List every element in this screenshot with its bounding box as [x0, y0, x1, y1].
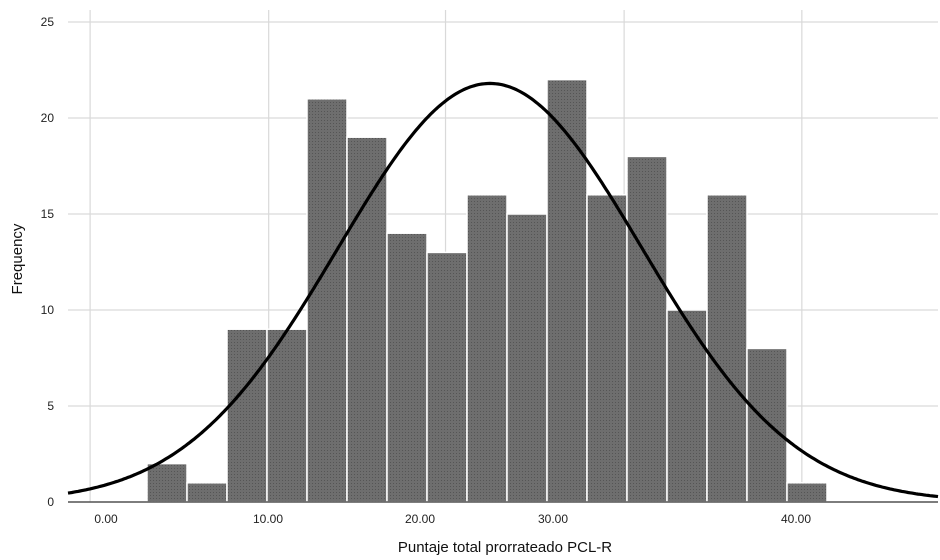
- histogram-bar: [506, 213, 548, 503]
- y-tick-label: 10: [41, 303, 55, 317]
- y-tick-label: 20: [41, 111, 55, 125]
- x-tick-label: 10.00: [253, 512, 283, 526]
- histogram-bar: [226, 328, 268, 503]
- histogram-bar: [626, 155, 668, 503]
- normal-curve-layer: [67, 81, 939, 499]
- y-tick-label: 0: [47, 495, 54, 509]
- normal-distribution-curve: [67, 81, 939, 499]
- histogram-bar: [386, 232, 428, 503]
- y-axis-title: Frequency: [9, 223, 26, 294]
- histogram-bar: [306, 98, 348, 503]
- y-tick-label: 5: [47, 399, 54, 413]
- histogram-bar: [586, 194, 628, 503]
- histogram-bar: [146, 462, 188, 503]
- x-tick-label: 0.00: [94, 512, 118, 526]
- y-tick-label: 15: [41, 207, 55, 221]
- histogram-bar: [186, 482, 228, 503]
- histogram-bar: [466, 194, 508, 503]
- histogram-bar: [786, 482, 828, 503]
- x-tick-label: 20.00: [405, 512, 435, 526]
- x-axis-title: Puntaje total prorrateado PCL-R: [398, 539, 612, 556]
- histogram-bar: [426, 251, 468, 503]
- histogram-bar: [746, 347, 788, 503]
- tick-labels: 0 5 10 15 20 25 0.00 10.00 20.00 30.00 40.00: [41, 15, 812, 526]
- histogram-bar: [546, 78, 588, 503]
- y-tick-label: 25: [41, 15, 55, 29]
- histogram-bar: [666, 309, 708, 503]
- x-tick-label: 30.00: [538, 512, 568, 526]
- histogram-bar: [266, 328, 308, 503]
- histogram-bar: [346, 136, 388, 503]
- histogram-bars: [146, 78, 828, 503]
- histogram-bar: [706, 194, 748, 503]
- x-tick-label: 40.00: [781, 512, 811, 526]
